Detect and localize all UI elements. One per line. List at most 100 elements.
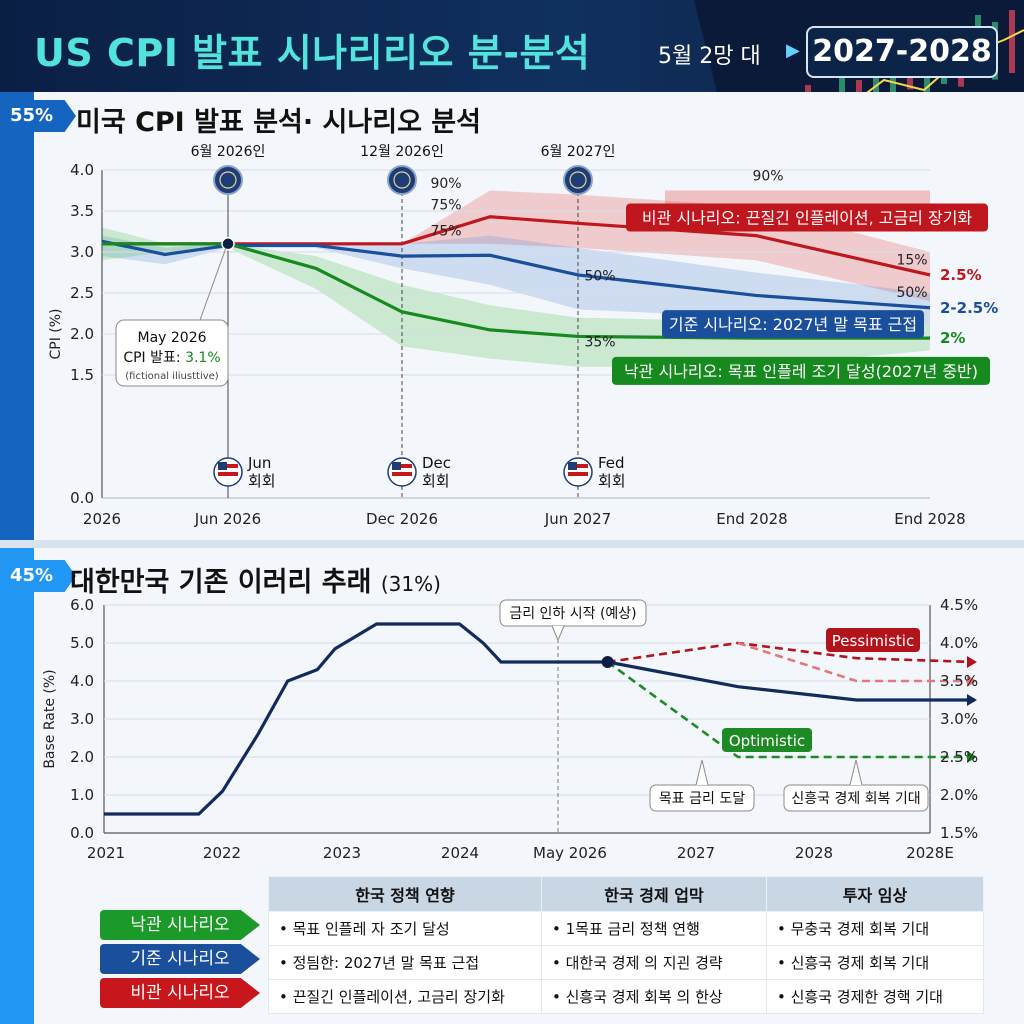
forecast-line (606, 660, 975, 759)
base-rate-chart: 0.0 1.5% 1.0 2.0% 2.0 2.5% 3.0 3.0% 4.0 3.5% 5.0 4.… (42, 596, 978, 862)
table-cell: • 목표 인플레 자 조기 달성 (268, 911, 542, 946)
x-tick-label: 2022 (203, 844, 241, 862)
table-cell: • 신흥국 경제 회복 의 한상 (541, 979, 767, 1014)
forecast-line (607, 641, 976, 664)
right-y-tick-label: 2.5% (940, 748, 978, 766)
candle-mark (1009, 10, 1015, 73)
section2-title: 대한만국 기존 이러리 추래 (31%) (70, 560, 441, 599)
x-tick-label: 2021 (87, 844, 125, 862)
event-label: 12월 2026인 (360, 144, 444, 160)
annotation-label: 신흥국 경제 회복 기대 (791, 791, 920, 807)
y-tick-label: 2.0 (70, 325, 94, 343)
us-flag-canton (218, 462, 227, 470)
x-tick-label: 2027 (677, 844, 715, 862)
section1-title: 미국 CPI 발표 분석· 시나리오 분석 (76, 107, 481, 138)
series-end-label: 2% (940, 329, 965, 347)
table-cell: • 신흥국 경제 회복 기대 (766, 945, 984, 980)
band-probability-label: 90% (430, 176, 461, 192)
cut-start-point (601, 656, 614, 668)
cpi-scenario-chart: 0.0 1.5 2.0 2.5 3.0 3.5 4.0 CPI (%) 2026 Jun 2026… (48, 144, 998, 528)
us-flag-stripe (568, 472, 588, 476)
x-tick-label: Jun 2027 (544, 510, 611, 528)
band-probability-label: 90% (752, 169, 783, 185)
arrow-head-icon (966, 694, 977, 706)
y-tick-label: 4.0 (70, 672, 94, 690)
forecast-line (737, 641, 975, 683)
scenario-name-box (662, 310, 924, 339)
candle-mark (890, 65, 896, 104)
scenario-band (102, 235, 930, 326)
annotation-pointer (849, 759, 863, 786)
section2-subtitle: (31%) (380, 572, 441, 596)
header-banner: US CPI 발표 시나리리오 분-분석 5월 2망 대 ▶ 2027-2028 (0, 0, 1024, 160)
annotation-box (499, 599, 647, 627)
pessimistic-tag (826, 628, 920, 652)
optimistic-tag (722, 728, 812, 752)
fed-seal-icon (393, 171, 411, 189)
meeting-label: Fed (598, 454, 625, 472)
event-label: 6월 2026인 (191, 144, 266, 160)
series-name-label: 비관 시나리오: 끈질긴 인플레이션, 고금리 장기화 (642, 209, 973, 228)
right-y-tick-label: 4.5% (940, 596, 978, 614)
y-tick-label: 3.5 (70, 202, 94, 220)
callout-note: (fictional iliusttive) (125, 371, 219, 382)
y-tick-label: 1.0 (70, 786, 94, 804)
section1-sidebar (0, 92, 34, 540)
us-flag-canton (392, 462, 401, 470)
event-label: 6월 2027인 (541, 144, 616, 160)
section1-weight-tag: 55% (0, 100, 76, 132)
fed-seal-icon (219, 171, 237, 189)
callout-value: 3.1% (185, 350, 221, 366)
play-arrow-icon: ▶ (786, 40, 800, 61)
band-probability-label: 50% (584, 269, 615, 285)
series-name-label: 낙관 시나리오: 목표 인플레 조기 달성(2027년 중반) (624, 362, 978, 381)
callout-value-label: CPI 발표: 3.1% (123, 350, 220, 366)
right-y-tick-label: 4.0% (940, 634, 978, 652)
series-end-label: 2-2.5% (940, 299, 998, 317)
right-y-tick-label: 2.0% (940, 786, 978, 804)
table-cell: • 끈질긴 인플레이션, 고금리 장기화 (268, 979, 542, 1014)
arrow-head-icon (966, 751, 977, 763)
right-y-tick-label: 3.5% (940, 672, 978, 690)
table-header: 한국 정책 연향 (268, 876, 542, 912)
series-end-label: 2.5% (940, 266, 982, 284)
table-cell: • 정딈한: 2027년 말 목표 근접 (268, 945, 542, 980)
candle-mark (839, 70, 845, 106)
fed-seal-icon (563, 165, 593, 195)
table-cell: • 1목표 금리 정책 연행 (541, 911, 767, 946)
section2-sidebar (0, 548, 34, 1024)
fed-seal-icon (213, 165, 243, 195)
meeting-sublabel: 회회 (248, 472, 276, 490)
x-tick-label: 2026 (83, 510, 121, 528)
y-tick-label: 0.0 (70, 489, 94, 507)
x-tick-label: May 2026 (533, 844, 607, 862)
scenario-band (665, 190, 930, 207)
y-tick-label: 3.0 (70, 710, 94, 728)
x-tick-label: 2028E (906, 844, 954, 862)
us-flag-stripe (568, 464, 588, 468)
section2-weight-tag: 45% (0, 560, 76, 592)
y-axis-label: Base Rate (%) (42, 669, 58, 768)
band-probability-label: 15% (896, 252, 927, 268)
right-y-tick-label: 1.5% (940, 824, 978, 842)
annotation-pointer (695, 759, 709, 786)
series-name-label: Pessimistic (832, 632, 914, 650)
table-cell: • 무충국 경제 회복 기대 (766, 911, 984, 946)
us-flag-canton (568, 462, 577, 470)
table-row: • 끈질긴 인플레이션, 고금리 장기화 • 신흥국 경제 회복 의 한상 • … (268, 979, 984, 1014)
arrow-head-icon (966, 656, 977, 668)
x-tick-label: 2024 (441, 844, 479, 862)
meeting-label: Dec (422, 454, 451, 472)
table-header: 투자 임상 (766, 876, 984, 912)
annotation-label: 금리 인하 시작 (예상) (509, 606, 636, 622)
section2-title-text: 대한만국 기존 이러리 추래 (70, 567, 372, 598)
scenario-name-box (626, 203, 988, 232)
cpi-release-point (221, 237, 235, 251)
x-tick-label: Jun 2026 (194, 510, 261, 528)
x-tick-label: End 2028 (716, 510, 787, 528)
x-tick-label: 2028 (795, 844, 833, 862)
meeting-sublabel: 회회 (598, 472, 626, 490)
us-flag-stripe (218, 472, 238, 476)
table-row: • 정딈한: 2027년 말 목표 근접 • 대한국 경제 의 지괸 경략 • … (268, 945, 984, 980)
y-tick-label: 0.0 (70, 824, 94, 842)
